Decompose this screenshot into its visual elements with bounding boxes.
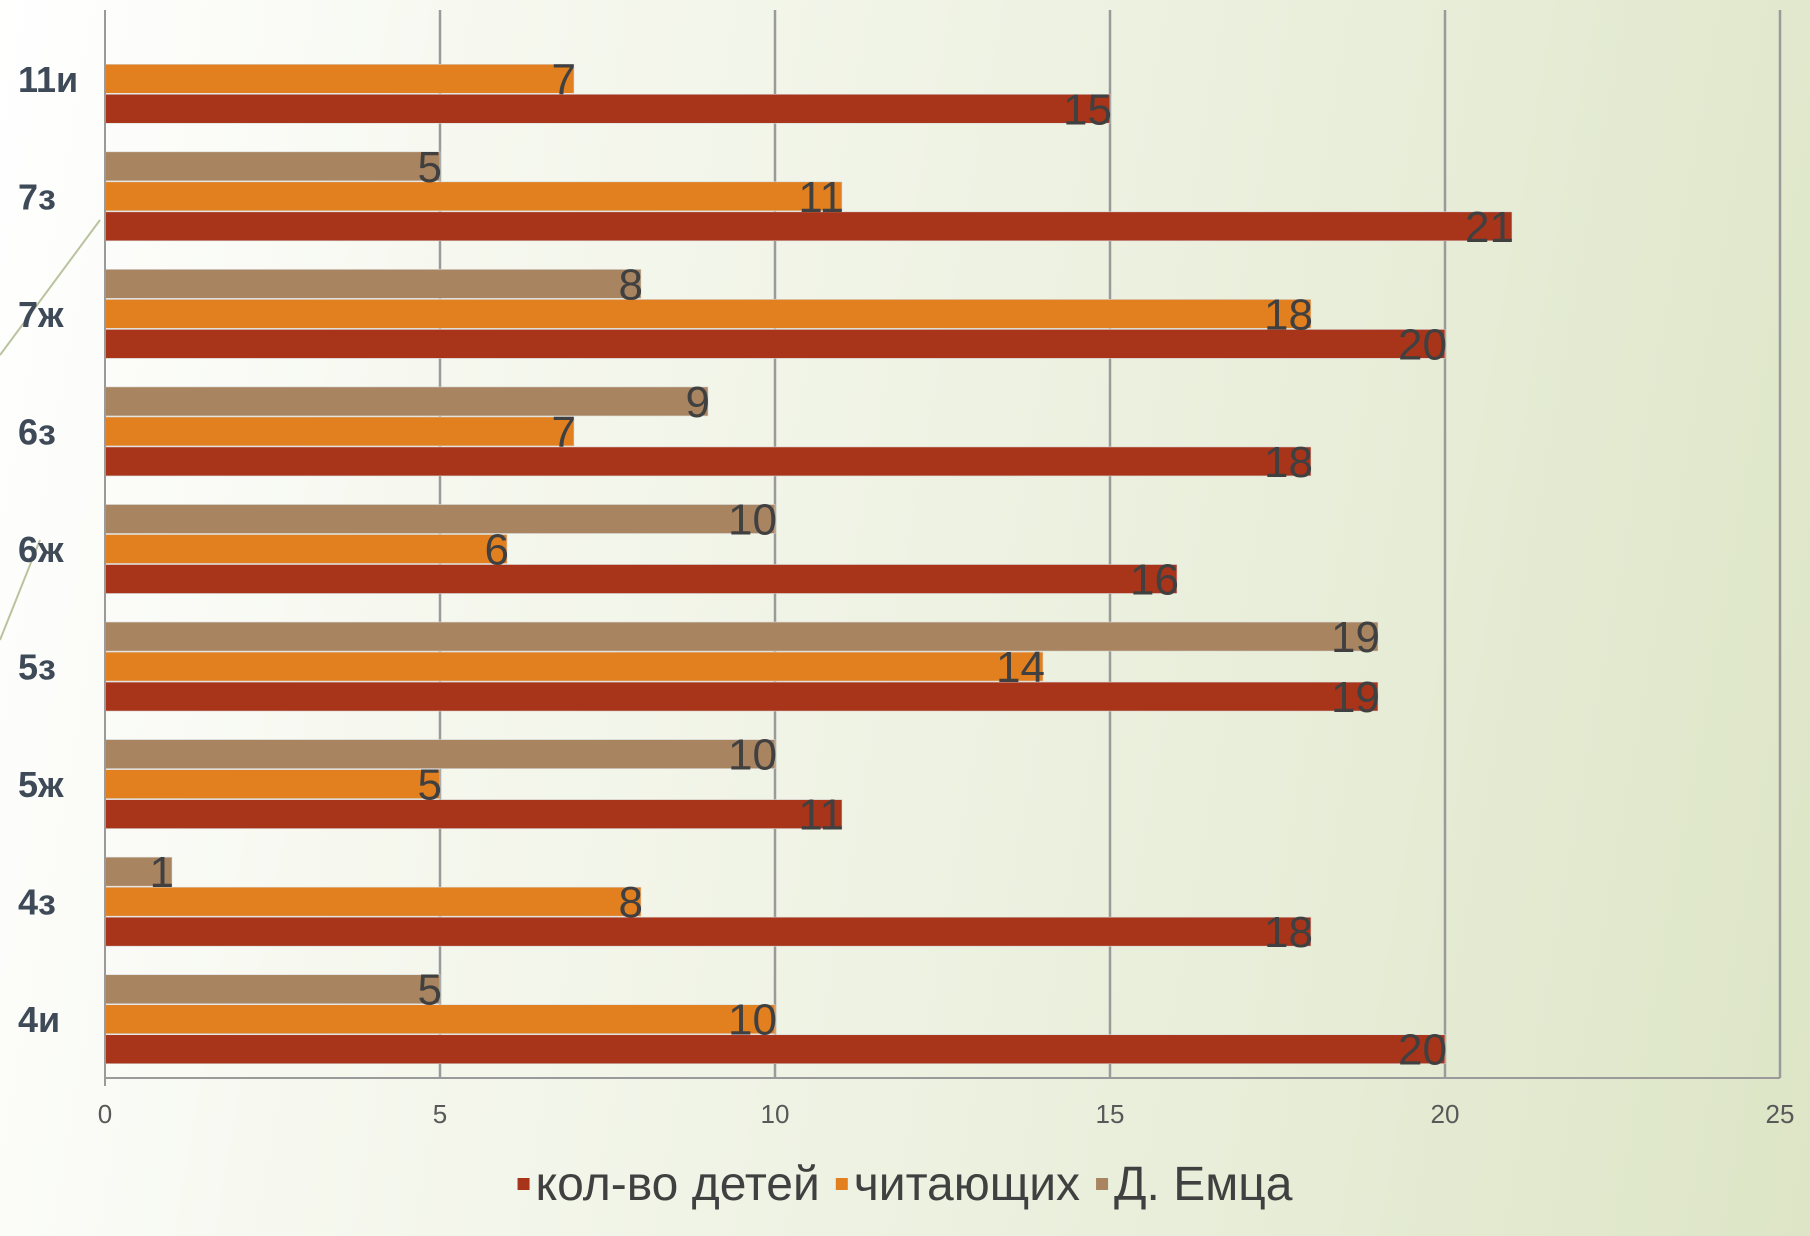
data-label: 8 bbox=[619, 260, 643, 309]
data-label: 5 bbox=[418, 761, 442, 810]
x-tick-label: 15 bbox=[1096, 1099, 1125, 1129]
category-label: 4з bbox=[18, 882, 56, 923]
data-label: 20 bbox=[1398, 320, 1447, 369]
data-label: 1 bbox=[150, 848, 174, 897]
data-label: 19 bbox=[1331, 673, 1380, 722]
data-label: 20 bbox=[1398, 1026, 1447, 1075]
data-label: 18 bbox=[1264, 290, 1313, 339]
bar bbox=[104, 63, 575, 94]
legend-label: читающих bbox=[854, 1158, 1080, 1211]
bar bbox=[104, 211, 1513, 242]
data-label: 19 bbox=[1331, 613, 1380, 662]
bar bbox=[104, 504, 776, 534]
bar bbox=[104, 269, 642, 299]
data-label: 9 bbox=[686, 378, 710, 427]
category-label: 5з bbox=[18, 647, 56, 688]
legend-marker bbox=[517, 1178, 530, 1190]
bar bbox=[104, 916, 1312, 947]
bar bbox=[104, 1004, 776, 1035]
category-label: 6з bbox=[18, 411, 56, 452]
bar bbox=[104, 886, 642, 917]
bar bbox=[104, 329, 1446, 359]
bar bbox=[104, 151, 441, 182]
decorative-slash-line bbox=[0, 539, 41, 641]
legend-marker bbox=[835, 1178, 848, 1190]
data-labels: 2010518811151019141916610187920188211151… bbox=[150, 55, 1514, 1074]
bar bbox=[104, 93, 1111, 124]
data-label: 10 bbox=[728, 496, 777, 545]
x-tick-label: 10 bbox=[761, 1099, 790, 1129]
bar bbox=[104, 181, 843, 212]
bar bbox=[104, 446, 1312, 477]
bar bbox=[104, 299, 1312, 329]
bar bbox=[104, 856, 173, 887]
data-label: 18 bbox=[1264, 908, 1313, 957]
legend-marker bbox=[1096, 1178, 1109, 1190]
decorative-slash-line bbox=[0, 219, 101, 356]
bar bbox=[104, 534, 508, 564]
data-label: 21 bbox=[1465, 203, 1514, 252]
data-label: 6 bbox=[485, 526, 509, 575]
category-label: 7з bbox=[18, 176, 56, 217]
bar bbox=[104, 386, 709, 417]
data-label: 8 bbox=[619, 878, 643, 927]
bars bbox=[104, 63, 1513, 1065]
bar bbox=[104, 799, 843, 829]
legend-label: Д. Емца bbox=[1114, 1158, 1293, 1211]
bar bbox=[104, 681, 1379, 712]
data-label: 11 bbox=[798, 791, 844, 840]
x-tick-label: 5 bbox=[433, 1099, 447, 1129]
data-label: 18 bbox=[1264, 438, 1313, 487]
data-label: 10 bbox=[728, 996, 777, 1045]
data-label: 11 bbox=[798, 173, 844, 222]
data-label: 5 bbox=[418, 966, 442, 1015]
category-label: 6ж bbox=[18, 529, 64, 570]
data-label: 16 bbox=[1130, 556, 1179, 605]
bar bbox=[104, 769, 441, 799]
bar bbox=[104, 416, 575, 447]
bar bbox=[104, 621, 1379, 652]
data-label: 15 bbox=[1063, 85, 1112, 134]
data-label: 7 bbox=[552, 55, 576, 104]
x-tick-label: 25 bbox=[1766, 1099, 1795, 1129]
category-label: 11и bbox=[18, 59, 78, 100]
category-label: 5ж bbox=[18, 764, 64, 805]
legend: кол-во детей читающих Д. Емца bbox=[517, 1158, 1293, 1211]
bar bbox=[104, 974, 441, 1005]
data-label: 14 bbox=[996, 643, 1045, 692]
data-label: 7 bbox=[552, 408, 576, 457]
legend-label: кол-во детей bbox=[536, 1158, 820, 1211]
x-tick-label: 20 bbox=[1431, 1099, 1460, 1129]
data-label: 10 bbox=[728, 731, 777, 780]
data-label: 5 bbox=[418, 143, 442, 192]
bar bbox=[104, 564, 1178, 594]
category-label: 4и bbox=[18, 999, 60, 1040]
x-tick-label: 0 bbox=[98, 1099, 112, 1129]
category-label: 7ж bbox=[18, 294, 64, 335]
bar bbox=[104, 651, 1044, 682]
